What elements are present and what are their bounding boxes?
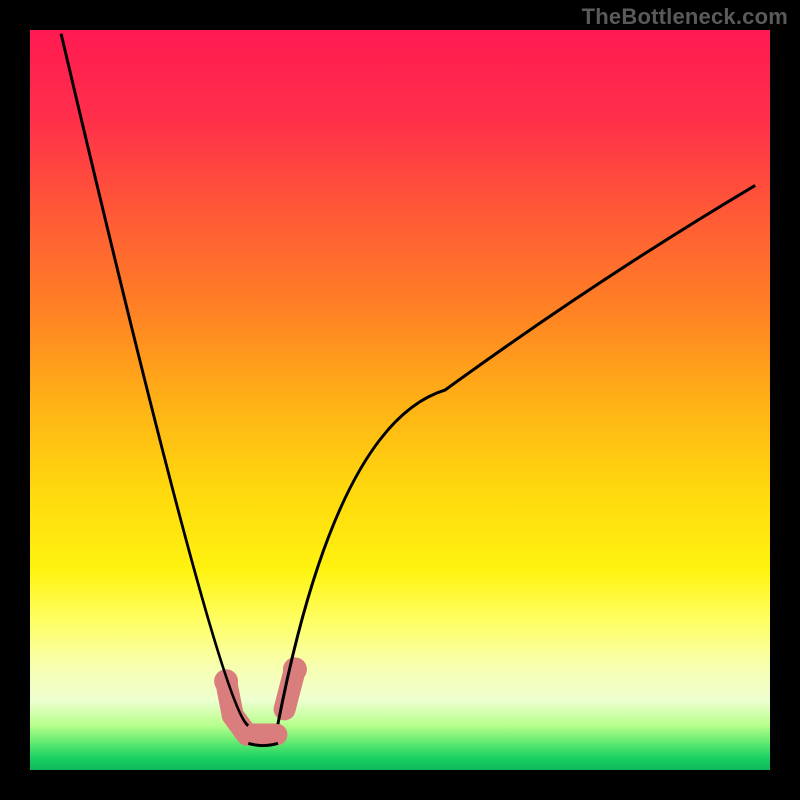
watermark-text: TheBottleneck.com [582, 4, 788, 30]
chart-svg [0, 0, 800, 800]
plot-background [30, 30, 770, 770]
chart-frame: TheBottleneck.com [0, 0, 800, 800]
